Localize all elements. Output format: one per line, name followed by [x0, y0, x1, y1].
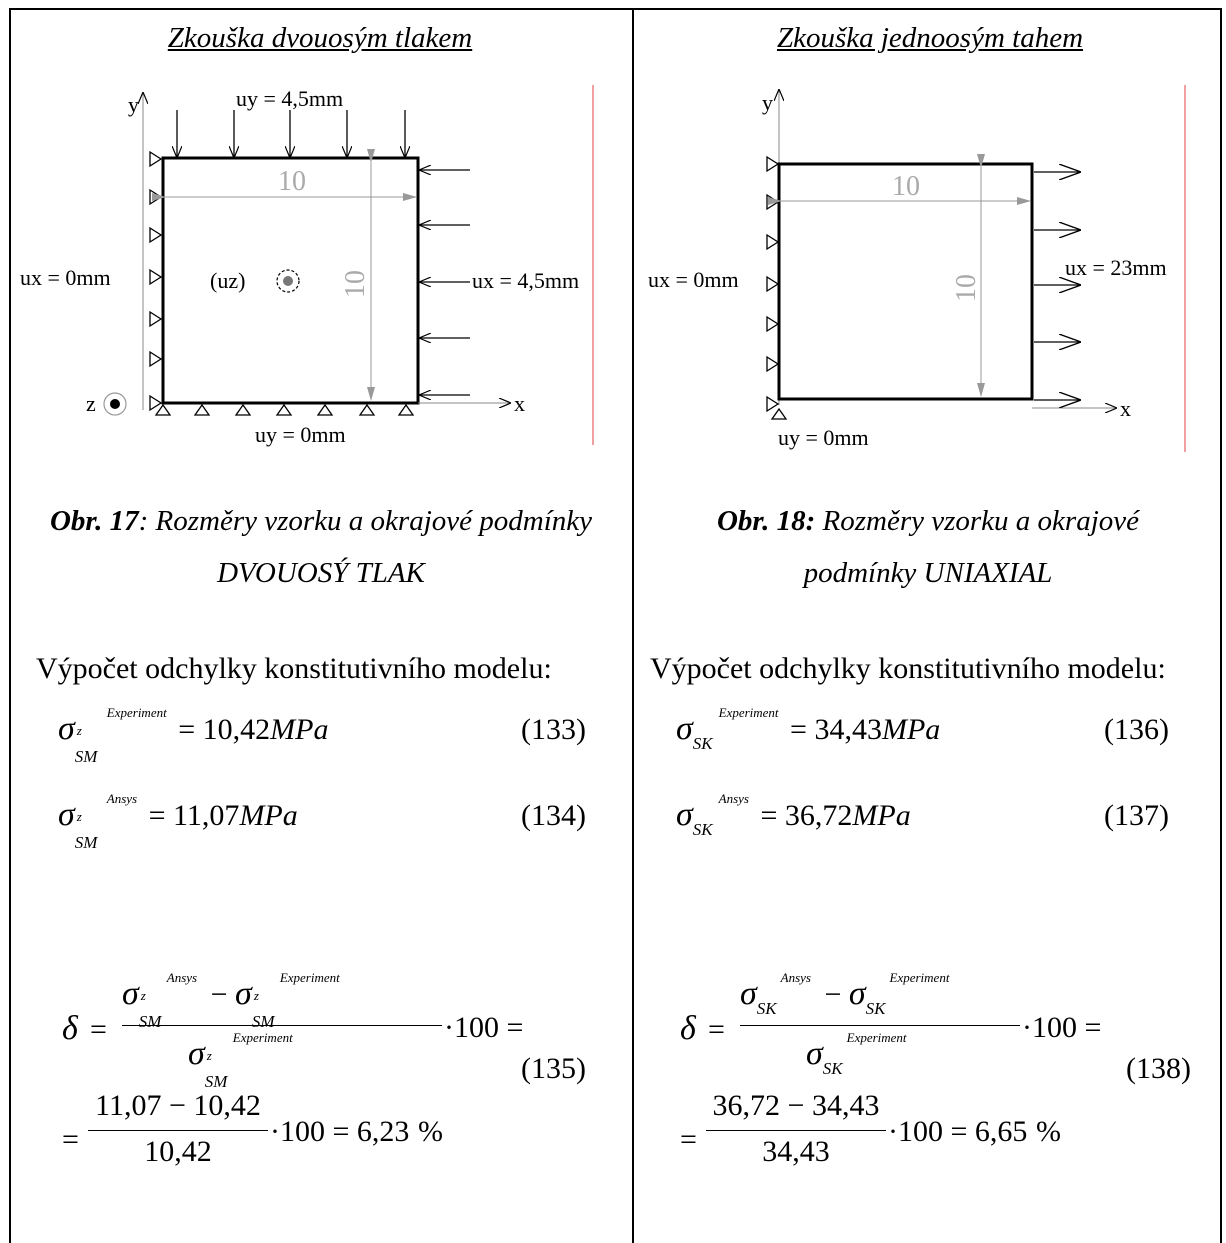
specimen-square: [161, 156, 420, 405]
right-bottom-support: [770, 407, 788, 420]
equation-136: σSKExperiment = 34,43MPa: [676, 705, 941, 753]
right-dim-v-label: 10: [951, 274, 982, 302]
right-calc-heading: Výpočet odchylky konstitutivního modelu:: [650, 652, 1166, 685]
left-diagram: y x uy = 4,5mm ux = 4,5mm ux = 0mm: [20, 85, 594, 447]
axis-x-label: x: [514, 391, 525, 416]
top-load-arrows: [177, 110, 405, 157]
axis-y-label: y: [128, 92, 139, 117]
table-frame: [9, 8, 1222, 1243]
equation-number-137: (137): [1104, 799, 1169, 832]
bottom-supports: [154, 403, 415, 416]
right-left-supports: [766, 155, 780, 413]
left-calc-heading: Výpočet odchylky konstitutivního modelu:: [36, 652, 552, 685]
right-title: Zkouška jednoosým tahem: [776, 22, 1084, 54]
z-axis-icon: [103, 392, 127, 416]
left-supports: [149, 150, 163, 412]
equation-137: σSKAnsys = 36,72MPa: [676, 791, 911, 839]
left-caption-line2: DVOUOSÝ TLAK: [217, 557, 425, 589]
column-divider: [632, 8, 634, 1243]
equation-number-136: (136): [1104, 713, 1169, 746]
right-caption-number: Obr. 18:: [716, 505, 816, 537]
right-axis-y-label: y: [762, 90, 773, 115]
right-uy-bottom-label: uy = 0mm: [778, 425, 869, 450]
equation-number-135: (135): [521, 1052, 586, 1085]
uz-icon: [276, 269, 300, 293]
equation-138: δ = σSKAnsys − σSKExperiment ·100 = σSKE…: [680, 970, 1102, 1168]
equation-134: σ z SM Ansys = 11,07MPa: [58, 791, 298, 852]
ux-right-label: ux = 4,5mm: [472, 268, 579, 293]
right-ux-left-label: ux = 0mm: [648, 267, 739, 292]
left-caption: Obr. 17: Rozměry vzorku a okrajové podmí…: [10, 495, 632, 599]
right-caption-text: Rozměry vzorku a okrajové: [815, 505, 1140, 537]
right-axis-x-label: x: [1120, 396, 1131, 421]
right-tension-arrows: [1034, 172, 1080, 400]
equation-number-134: (134): [521, 799, 586, 832]
uy-top-label: uy = 4,5mm: [236, 86, 343, 111]
equation-number-138: (138): [1126, 1052, 1191, 1085]
right-dim-h-label: 10: [892, 171, 920, 202]
equation-133: σ z SM Experiment = 10,42MPa: [58, 705, 329, 766]
ux-left-label: ux = 0mm: [20, 265, 111, 290]
left-caption-number: Obr. 17: [49, 505, 139, 537]
left-title: Zkouška dvouosým tlakem: [167, 22, 473, 54]
dim-h-label: 10: [278, 166, 306, 197]
left-caption-text: : Rozměry vzorku a okrajové podmínky: [138, 505, 593, 537]
right-specimen-square: [777, 162, 1034, 401]
dim-v-label: 10: [340, 270, 371, 298]
right-diagram: y x ux = 23mm ux = 0mm uy = 0mm 10 10: [648, 85, 1186, 452]
right-ux-right-label: ux = 23mm: [1065, 255, 1167, 280]
equation-number-133: (133): [521, 713, 586, 746]
uy-bottom-label: uy = 0mm: [255, 422, 346, 447]
right-caption: Obr. 18: Rozměry vzorku a okrajové podmí…: [634, 495, 1222, 599]
right-caption-line2: podmínky UNIAXIAL: [803, 557, 1053, 589]
right-load-arrows: [420, 170, 470, 395]
axis-z-label: z: [86, 391, 96, 416]
uz-label: (uz): [210, 268, 245, 293]
